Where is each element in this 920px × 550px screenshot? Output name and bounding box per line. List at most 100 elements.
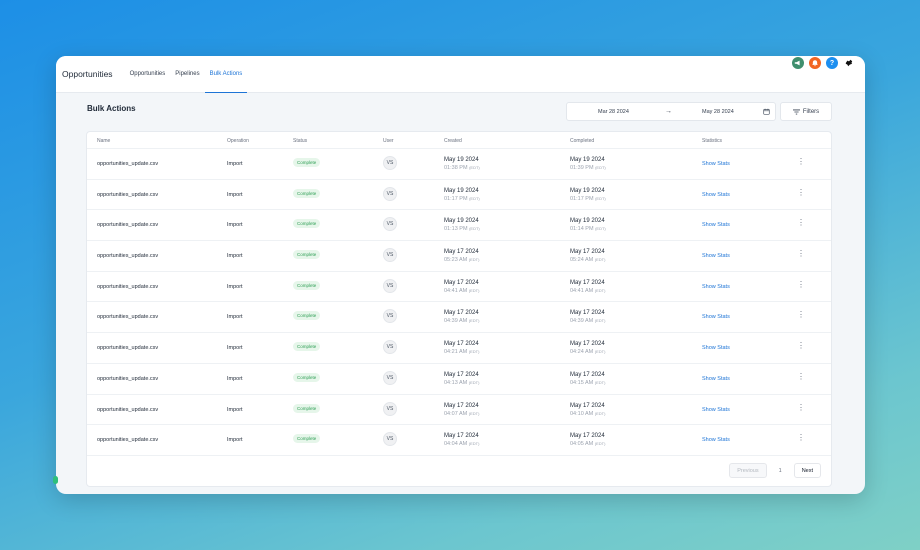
file-name[interactable]: opportunities_update.csv [97, 345, 159, 352]
user-avatar: VS [383, 309, 397, 324]
created-date: May 17 2024 [444, 341, 479, 348]
completed-cell: May 17 2024 04:10 AM (EDT) [570, 402, 605, 418]
file-name[interactable]: opportunities_update.csv [97, 283, 159, 290]
file-name[interactable]: opportunities_update.csv [97, 314, 159, 321]
previous-button[interactable]: Previous [729, 463, 767, 478]
more-options-icon[interactable]: ⋮ [797, 218, 805, 228]
created-date: May 17 2024 [444, 279, 479, 286]
bell-icon[interactable] [809, 57, 821, 69]
pagination: Previous 1 Next [729, 463, 821, 478]
show-stats-link[interactable]: Show Stats [702, 406, 730, 413]
more-options-icon[interactable]: ⋮ [797, 249, 805, 259]
file-name[interactable]: opportunities_update.csv [97, 437, 159, 444]
created-time: 04:13 AM [444, 379, 468, 386]
date-from[interactable]: Mar 28 2024 [598, 108, 629, 115]
completed-cell: May 17 2024 04:15 AM (EDT) [570, 371, 605, 387]
created-cell: May 19 2024 01:13 PM (EDT) [444, 217, 480, 233]
show-stats-link[interactable]: Show Stats [702, 253, 730, 260]
file-name[interactable]: opportunities_update.csv [97, 375, 159, 382]
created-cell: May 17 2024 04:04 AM (EDT) [444, 432, 479, 448]
show-stats-link[interactable]: Show Stats [702, 222, 730, 229]
show-stats-link[interactable]: Show Stats [702, 437, 730, 444]
user-avatar: VS [383, 186, 397, 201]
show-stats-link[interactable]: Show Stats [702, 345, 730, 352]
app-window: Opportunities Opportunities Pipelines Bu… [56, 56, 865, 494]
completed-date: May 19 2024 [570, 218, 605, 225]
file-name[interactable]: opportunities_update.csv [97, 406, 159, 413]
created-cell: May 17 2024 04:21 AM (EDT) [444, 340, 479, 356]
more-options-icon[interactable]: ⋮ [797, 187, 805, 197]
table-row: opportunities_update.csv Import Complete VS… [87, 364, 831, 395]
completed-date: May 17 2024 [570, 402, 605, 409]
more-options-icon[interactable]: ⋮ [797, 402, 805, 412]
user-avatar: VS [383, 401, 397, 416]
filters-label: Filters [802, 108, 820, 115]
more-options-icon[interactable]: ⋮ [797, 279, 805, 289]
completed-time: 04:10 AM [570, 410, 594, 417]
tab-opportunities[interactable]: Opportunities [129, 70, 166, 77]
completed-time: 04:39 AM [570, 318, 594, 325]
completed-time: 01:39 PM [570, 165, 594, 171]
tab-pipelines[interactable]: Pipelines [175, 70, 200, 77]
status-cell: Complete [293, 403, 321, 413]
megaphone-icon[interactable] [792, 57, 804, 69]
status-cell: Complete [293, 372, 321, 382]
completed-cell: May 17 2024 04:41 AM (EDT) [570, 279, 605, 295]
created-timezone: (EDT) [469, 226, 480, 232]
status-badge: Complete [293, 250, 321, 260]
completed-time: 04:24 AM [570, 349, 594, 356]
show-stats-link[interactable]: Show Stats [702, 314, 730, 321]
next-button[interactable]: Next [793, 463, 821, 478]
operation: Import [227, 191, 243, 198]
table-row: opportunities_update.csv Import Complete VS… [87, 210, 831, 242]
completed-cell: May 19 2024 01:39 PM (EDT) [570, 156, 606, 172]
header-operation: Operation [227, 138, 249, 144]
show-stats-link[interactable]: Show Stats [702, 161, 730, 167]
file-name[interactable]: opportunities_update.csv [97, 253, 159, 260]
table-row: opportunities_update.csv Import Complete VS… [87, 180, 831, 211]
calendar-icon[interactable] [763, 108, 770, 115]
help-icon[interactable]: ? [826, 57, 838, 69]
created-timezone: (EDT) [468, 379, 480, 385]
file-name[interactable]: opportunities_update.csv [97, 191, 159, 198]
completed-date: May 17 2024 [570, 433, 605, 440]
operation: Import [227, 345, 243, 352]
status-cell: Complete [293, 280, 321, 290]
more-options-icon[interactable]: ⋮ [797, 371, 805, 381]
completed-timezone: (EDT) [594, 257, 606, 263]
operation: Import [227, 406, 243, 413]
status-badge: Complete [293, 219, 321, 229]
date-to[interactable]: May 28 2024 [702, 108, 734, 115]
file-name[interactable]: opportunities_update.csv [97, 222, 159, 229]
status-badge: Complete [293, 434, 321, 444]
created-date: May 19 2024 [444, 218, 479, 225]
file-name[interactable]: opportunities_update.csv [97, 161, 159, 167]
created-timezone: (EDT) [469, 195, 480, 201]
table-row: opportunities_update.csv Import Complete VS… [87, 241, 831, 272]
top-icons-group: ? [792, 57, 855, 69]
more-options-icon[interactable]: ⋮ [797, 433, 805, 443]
status-badge: Complete [293, 188, 321, 198]
created-timezone: (EDT) [468, 287, 480, 293]
completed-time: 04:41 AM [570, 287, 594, 294]
filters-button[interactable]: Filters [780, 102, 832, 121]
status-badge: Complete [293, 158, 321, 167]
show-stats-link[interactable]: Show Stats [702, 191, 730, 198]
completed-time: 01:17 PM [570, 195, 594, 202]
show-stats-link[interactable]: Show Stats [702, 283, 730, 290]
arrow-right-icon: → [665, 108, 672, 115]
tab-bulk-actions[interactable]: Bulk Actions [204, 56, 248, 93]
completed-timezone: (EDT) [595, 226, 606, 232]
more-options-icon[interactable]: ⋮ [797, 157, 805, 166]
more-options-icon[interactable]: ⋮ [797, 310, 805, 320]
more-options-icon[interactable]: ⋮ [797, 341, 805, 351]
show-stats-link[interactable]: Show Stats [702, 375, 730, 382]
date-range-picker[interactable]: Mar 28 2024 → May 28 2024 [566, 102, 776, 121]
user-avatar: VS [383, 156, 397, 170]
created-timezone: (EDT) [468, 349, 480, 355]
completed-cell: May 17 2024 04:24 AM (EDT) [570, 340, 605, 356]
avatar-icon[interactable] [843, 57, 855, 69]
page-number[interactable]: 1 [770, 463, 790, 478]
completed-timezone: (EDT) [594, 349, 606, 355]
created-timezone: (EDT) [468, 441, 480, 447]
